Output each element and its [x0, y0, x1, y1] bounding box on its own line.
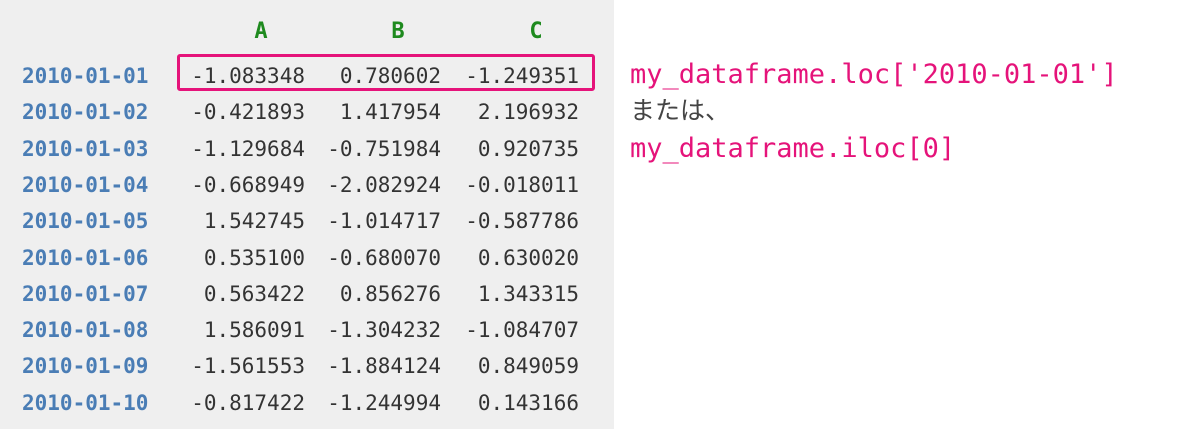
- table-cell: 0.856276: [339, 282, 441, 306]
- table-cell: 0.780602: [339, 64, 441, 88]
- row-index-label: 2010-01-09: [22, 354, 149, 378]
- table-cell: -1.561553: [191, 354, 305, 378]
- table-cell: -2.082924: [327, 173, 441, 197]
- table-cell: -0.018011: [465, 173, 579, 197]
- code-iloc-example: my_dataframe.iloc[0]: [630, 133, 956, 164]
- row-index-label: 2010-01-10: [22, 391, 149, 415]
- table-cell: 0.630020: [477, 246, 579, 270]
- table-cell: 1.417954: [339, 100, 441, 124]
- row-index-label: 2010-01-02: [22, 100, 149, 124]
- table-cell: -0.587786: [465, 209, 579, 233]
- table-cell: -1.249351: [465, 64, 579, 88]
- table-cell: -1.304232: [327, 318, 441, 342]
- table-cell: -1.014717: [327, 209, 441, 233]
- table-cell: -1.884124: [327, 354, 441, 378]
- table-cell: -1.129684: [191, 137, 305, 161]
- code-loc-example: my_dataframe.loc['2010-01-01']: [630, 59, 1118, 90]
- table-cell: 0.535100: [203, 246, 305, 270]
- table-cell: 1.542745: [203, 209, 305, 233]
- dataframe-table: A B C 2010-01-01 -1.083348 0.780602 -1.249351 2…: [0, 0, 614, 429]
- table-cell: -0.680070: [327, 246, 441, 270]
- row-index-label: 2010-01-08: [22, 318, 149, 342]
- table-cell: 0.920735: [477, 137, 579, 161]
- row-index-label: 2010-01-07: [22, 282, 149, 306]
- table-cell: 1.343315: [477, 282, 579, 306]
- table-cell: 1.586091: [203, 318, 305, 342]
- table-cell: 2.196932: [477, 100, 579, 124]
- row-index-label: 2010-01-01: [22, 64, 149, 88]
- table-cell: 0.563422: [203, 282, 305, 306]
- table-cell: -1.244994: [327, 391, 441, 415]
- table-cell: -0.421893: [191, 100, 305, 124]
- column-header: B: [391, 19, 405, 44]
- table-cell: 0.849059: [477, 354, 579, 378]
- table-cell: -0.751984: [327, 137, 441, 161]
- table-cell: -1.084707: [465, 318, 579, 342]
- row-index-label: 2010-01-05: [22, 209, 149, 233]
- row-index-label: 2010-01-03: [22, 137, 149, 161]
- separator-text: または、: [630, 96, 731, 125]
- row-index-label: 2010-01-04: [22, 173, 149, 197]
- row-index-label: 2010-01-06: [22, 246, 149, 270]
- table-cell: -0.817422: [191, 391, 305, 415]
- table-cell: -1.083348: [191, 64, 305, 88]
- column-header: A: [254, 19, 268, 44]
- highlighted-row-box: [177, 54, 595, 91]
- table-cell: 0.143166: [477, 391, 579, 415]
- column-header: C: [529, 19, 543, 44]
- table-cell: -0.668949: [191, 173, 305, 197]
